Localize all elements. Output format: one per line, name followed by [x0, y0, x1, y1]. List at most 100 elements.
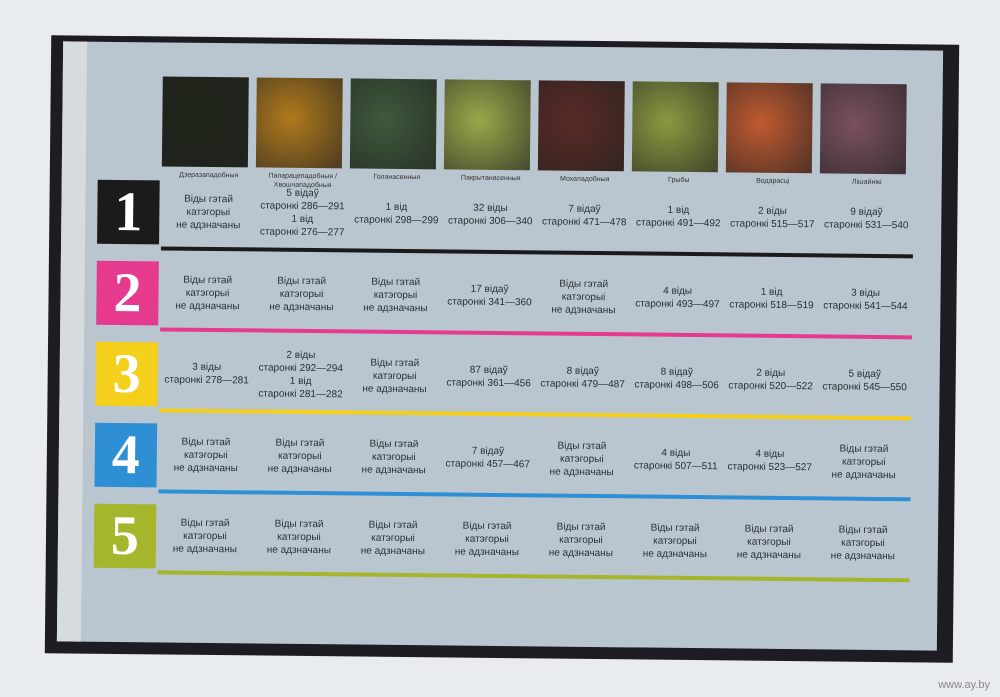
- category-number: 2: [96, 260, 159, 326]
- table-cell: Віды гэтай катэгорыі не адзначаны: [816, 523, 910, 563]
- table-cell: Віды гэтай катэгорыі не адзначаны: [535, 439, 629, 479]
- cell-line: Віды гэтай: [184, 193, 234, 205]
- cell-line: Віды гэтай: [369, 438, 419, 450]
- category-row: 5 Віды гэтай катэгорыі не адзначаны Віды гэт…: [93, 500, 915, 589]
- table-cell: 5 відаў старонкі 286—291 1 від старонкі 276…: [255, 186, 350, 239]
- cell-line: Віды гэтай: [181, 436, 231, 448]
- cell-line: 1 від: [385, 201, 408, 214]
- cell-line: 17 відаў: [470, 283, 509, 296]
- cell-line: Віды гэтай: [839, 443, 889, 455]
- cell-line: Віды гэтай: [371, 276, 421, 288]
- table-cell: 4 віды старонкі 493—497: [630, 284, 724, 311]
- species-photo: [255, 77, 343, 169]
- cell-line: не адзначаны: [549, 466, 614, 478]
- cell-line: катэгорыі: [465, 533, 509, 545]
- cell-line: 1 від: [760, 286, 783, 298]
- cell-line: Віды гэтай: [838, 524, 888, 536]
- cell-line: не адзначаны: [454, 546, 519, 558]
- cell-line: не адзначаны: [830, 549, 895, 562]
- table-cell: Віды гэтай катэгорыі не адзначаны: [534, 520, 628, 560]
- category-number: 4: [94, 422, 158, 488]
- cell-line: катэгорыі: [183, 449, 228, 461]
- table-cell: 1 від старонкі 491—492: [631, 203, 725, 230]
- cell-line: Віды гэтай: [556, 521, 606, 533]
- cell-line: старонкі 278—281: [164, 374, 249, 387]
- table-cell: 7 відаў старонкі 457—467: [441, 444, 535, 471]
- cell-line: Віды гэтай: [559, 278, 609, 290]
- cell-line: старонкі 298—299: [354, 214, 439, 227]
- cell-line: 5 відаў: [848, 368, 881, 380]
- cell-line: не адзначаны: [175, 300, 240, 312]
- cell-line: Віды гэтай: [183, 274, 233, 286]
- cell-line: катэгорыі: [371, 451, 416, 463]
- cell-line: 87 відаў: [469, 364, 508, 377]
- row-cells: Віды гэтай катэгорыі не адзначаны Віды гэта…: [158, 500, 911, 578]
- table-cell: 8 відаў старонкі 479—487: [536, 364, 630, 391]
- table-cell: Віды гэтай катэгорыі не адзначаны: [253, 436, 347, 476]
- cell-line: Віды гэтай: [650, 522, 700, 534]
- cell-line: не адзначаны: [736, 548, 801, 561]
- category-row: 1 Віды гэтай катэгорыі не адзначаны 5 відаў с…: [97, 176, 918, 265]
- cell-line: 7 відаў: [471, 445, 505, 458]
- cell-line: старонкі 341—360: [447, 296, 532, 309]
- cell-line: катэгорыі: [559, 534, 603, 546]
- cell-line: катэгорыі: [559, 453, 604, 465]
- cell-line: не адзначаны: [269, 301, 334, 313]
- cell-line: катэгорыі: [371, 532, 415, 544]
- species-photo: [537, 80, 625, 172]
- cell-line: 1 від: [289, 375, 312, 388]
- cell-line: старонкі 457—467: [445, 458, 531, 471]
- cell-line: старонкі 507—511: [633, 460, 718, 473]
- cell-line: 5 відаў: [286, 187, 319, 200]
- cell-line: Віды гэтай: [368, 519, 418, 531]
- cell-line: Віды гэтай: [274, 518, 324, 530]
- cell-line: 2 віды: [757, 205, 787, 217]
- cell-line: Віды гэтай: [277, 275, 327, 287]
- cell-line: катэгорыі: [373, 289, 418, 301]
- cell-line: 8 відаў: [660, 366, 693, 379]
- table-cell: 87 відаў старонкі 361—456: [442, 363, 536, 390]
- cell-line: старонкі 361—456: [446, 377, 531, 390]
- cell-line: катэгорыі: [841, 456, 886, 468]
- table-cell: 1 від старонкі 518—519: [724, 285, 818, 312]
- cell-line: старонкі 498—506: [634, 379, 719, 392]
- species-photo: [819, 83, 907, 175]
- cell-line: Віды гэтай: [462, 520, 512, 532]
- cell-line: катэгорыі: [279, 288, 324, 300]
- cell-line: старонкі 306—340: [448, 215, 533, 228]
- cell-line: катэгорыі: [185, 287, 230, 299]
- table-cell: 17 відаў старонкі 341—360: [442, 282, 536, 309]
- category-number: 3: [95, 341, 159, 407]
- cell-line: не адзначаны: [831, 468, 896, 481]
- cell-line: не адзначаны: [551, 304, 616, 316]
- book-page: Дзеразападобныя Папарацепадобныя / Хвошча…: [56, 41, 944, 651]
- table-cell: Віды гэтай катэгорыі не адзначаны: [628, 521, 722, 561]
- cell-line: Віды гэтай: [370, 357, 420, 369]
- table-cell: Віды гэтай катэгорыі не адзначаны: [254, 274, 348, 314]
- table-cell: 8 відаў старонкі 498—506: [630, 365, 724, 392]
- row-cells: Віды гэтай катэгорыі не адзначаны Віды гэта…: [158, 419, 911, 497]
- watermark: www.ay.by: [938, 679, 990, 691]
- species-photo: [161, 76, 249, 168]
- table-cell: Віды гэтай катэгорыі не адзначаны: [160, 273, 254, 313]
- cell-line: старонкі 292—294: [258, 362, 344, 375]
- cell-line: 9 відаў: [850, 206, 883, 218]
- species-photo: [349, 78, 437, 170]
- category-row: 4 Віды гэтай катэгорыі не адзначаны Віды гэт…: [94, 419, 915, 508]
- cell-line: катэгорыі: [372, 370, 417, 382]
- cell-line: 7 відаў: [568, 203, 601, 216]
- cell-line: катэгорыі: [747, 536, 791, 548]
- cell-line: катэгорыі: [841, 537, 885, 549]
- table-cell: Віды гэтай катэгорыі не адзначаны: [347, 356, 441, 396]
- cell-line: катэгорыі: [277, 450, 322, 462]
- table-cell: 5 відаў старонкі 545—550: [818, 367, 912, 394]
- cell-line: 8 відаў: [566, 365, 599, 378]
- table-cell: 7 відаў старонкі 471—478: [537, 202, 631, 229]
- cell-line: не адзначаны: [176, 219, 241, 231]
- cell-line: не адзначаны: [266, 544, 332, 556]
- cell-line: 2 віды: [286, 349, 316, 362]
- table-cell: 9 відаў старонкі 531—540: [819, 205, 913, 232]
- cell-line: старонкі 493—497: [635, 298, 720, 311]
- page-edge: [56, 41, 88, 642]
- category-number: 5: [93, 503, 157, 569]
